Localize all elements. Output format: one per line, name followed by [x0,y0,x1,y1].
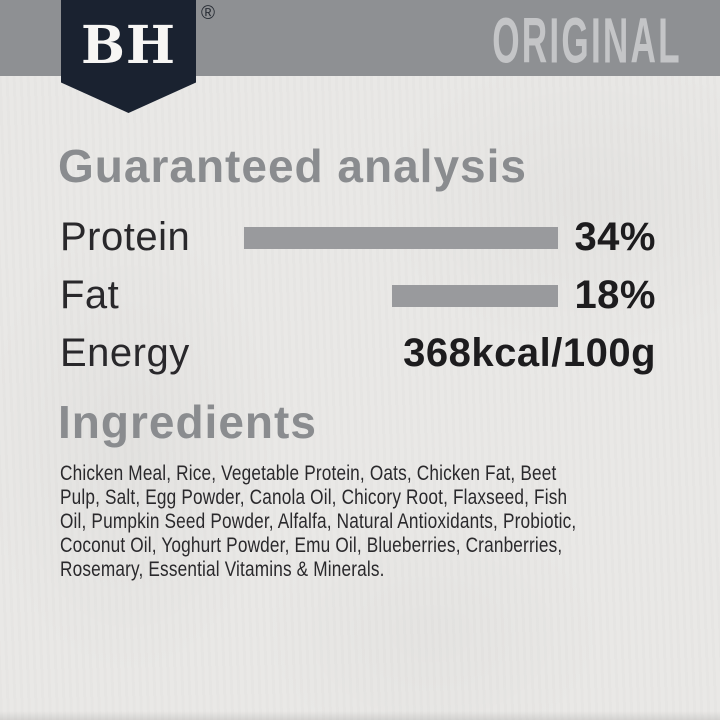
ingredients-line: Coconut Oil, Yoghurt Powder, Emu Oil, Bl… [60,534,563,557]
analysis-row-energy: Energy 368kcal/100g [60,331,656,375]
fat-bar [391,285,558,307]
ingredients-line: Chicken Meal, Rice, Vegetable Protein, O… [60,462,557,485]
energy-label: Energy [60,331,190,375]
brand-logo-text: BH [80,14,177,76]
variant-title: ORIGINAL [492,4,682,77]
brand-shield-logo: BH [61,0,196,113]
analysis-row-protein: Protein 34% [60,215,656,259]
guaranteed-analysis-heading: Guaranteed analysis [58,140,527,192]
protein-label: Protein [60,215,191,259]
paper-bottom-shade [0,711,720,720]
ingredients-heading: Ingredients [58,396,317,448]
ingredients-line: Pulp, Salt, Egg Powder, Canola Oil, Chic… [60,486,568,509]
ingredients-line: Oil, Pumpkin Seed Powder, Alfalfa, Natur… [60,510,577,533]
fat-value: 18% [574,273,656,317]
registered-trademark-icon: ® [201,3,215,24]
protein-bar [244,227,558,249]
protein-value: 34% [574,215,656,259]
fat-label: Fat [60,273,120,317]
energy-value: 368kcal/100g [403,331,656,375]
ingredients-paragraph: Chicken Meal, Rice, Vegetable Protein, O… [60,462,576,582]
ingredients-line: Rosemary, Essential Vitamins & Minerals. [60,558,385,581]
analysis-row-fat: Fat 18% [60,273,656,317]
